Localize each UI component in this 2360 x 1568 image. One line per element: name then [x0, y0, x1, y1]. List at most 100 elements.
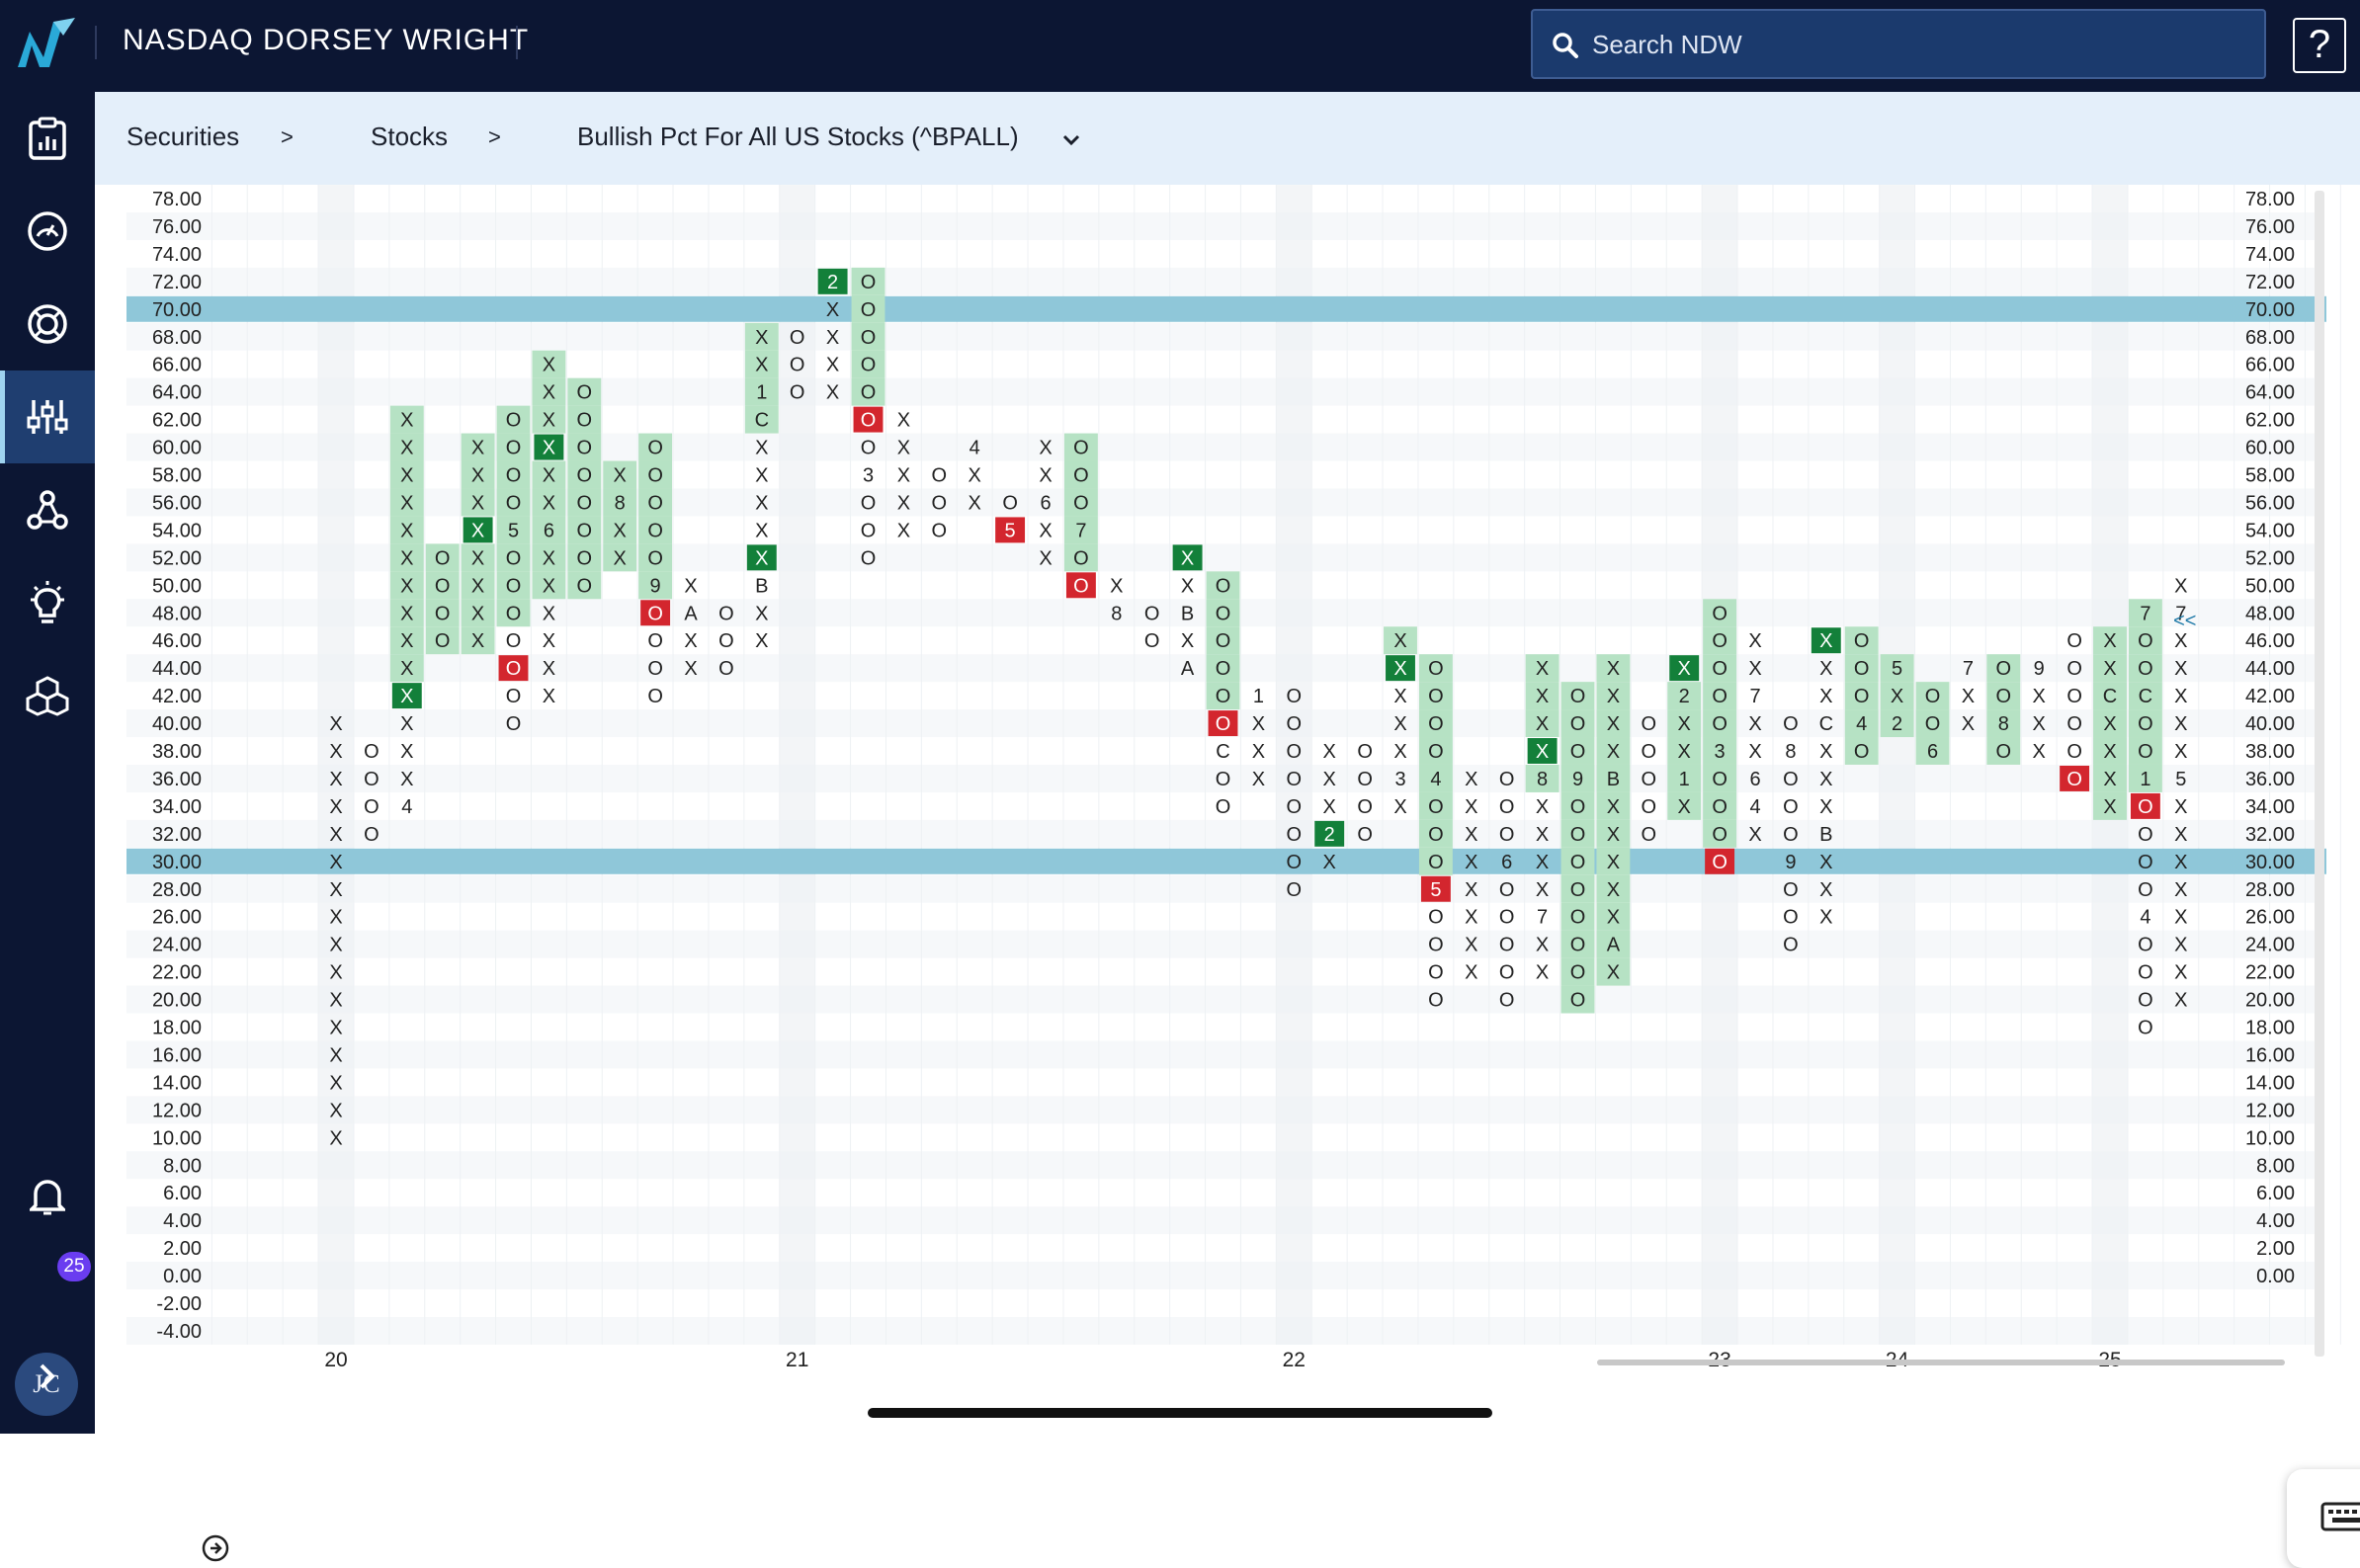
pnf-box-fill	[1880, 709, 1914, 738]
pnf-box: O	[1144, 603, 1160, 624]
y-tick-label: 20.00	[152, 990, 202, 1012]
lightbulb-icon	[31, 581, 64, 623]
pnf-box: X	[1393, 796, 1406, 818]
pnf-box: O	[1854, 741, 1870, 763]
pnf-box: 1	[1253, 686, 1264, 707]
pnf-box: O	[1783, 713, 1799, 735]
pnf-box: O	[1996, 686, 2012, 707]
pnf-box: O	[1570, 796, 1586, 818]
pnf-box: O	[790, 327, 805, 349]
ndw-logo-icon[interactable]	[14, 14, 79, 71]
expand-sidebar-button[interactable]	[0, 1339, 95, 1414]
pnf-box-fill	[2128, 709, 2162, 738]
pnf-box-fill	[389, 626, 424, 655]
pnf-box-fill	[1560, 847, 1595, 875]
pnf-box-fill	[1596, 682, 1631, 710]
pnf-box: X	[400, 520, 413, 541]
pnf-box: O	[1428, 962, 1444, 984]
pnf-box: X	[614, 520, 627, 541]
pnf-box-fill	[1880, 682, 1914, 710]
pnf-box: O	[861, 520, 877, 541]
pnf-box: X	[1962, 713, 1975, 735]
pnf-box-fill	[425, 543, 460, 572]
pnf-box-fill	[2128, 626, 2162, 655]
pnf-box: X	[329, 879, 342, 901]
pnf-box: X	[2103, 713, 2116, 735]
pnf-box-fill	[2128, 682, 2162, 710]
breadcrumb-securities[interactable]: Securities	[126, 122, 240, 151]
pnf-box-fill	[2128, 654, 2162, 683]
notifications-button[interactable]	[0, 1149, 95, 1242]
pnf-box-fill	[1844, 709, 1879, 738]
pnf-box: O	[1783, 879, 1799, 901]
pnf-box: X	[400, 575, 413, 597]
pnf-box: X	[1393, 630, 1406, 652]
right-tick-label: 70.00	[2245, 299, 2295, 321]
y-tick-label: 50.00	[152, 575, 202, 597]
pnf-box-fill	[1206, 654, 1240, 683]
pnf-box: X	[2174, 658, 2187, 680]
pnf-box: 7	[1749, 686, 1760, 707]
sidebar-item-charts[interactable]	[0, 371, 95, 463]
sidebar-item-network[interactable]	[0, 463, 95, 556]
pnf-box: X	[543, 547, 555, 569]
right-tick-label: 66.00	[2245, 355, 2295, 376]
pnf-box: X	[471, 630, 484, 652]
chevron-down-icon[interactable]	[1061, 133, 1081, 147]
sidebar-item-dashboard[interactable]	[0, 185, 95, 278]
sidebar-item-focus[interactable]	[0, 278, 95, 371]
help-button[interactable]: ?	[2293, 18, 2346, 73]
pnf-box: X	[543, 603, 555, 624]
sidebar-item-models[interactable]	[0, 649, 95, 742]
y-tick-label: 26.00	[152, 907, 202, 929]
pnf-box: 8	[1785, 741, 1796, 763]
pnf-box: O	[1712, 713, 1728, 735]
pnf-box-fill	[567, 405, 602, 434]
pnf-box: O	[1783, 769, 1799, 790]
right-tick-label: 22.00	[2245, 962, 2295, 984]
pnf-box-fill	[1063, 516, 1098, 544]
pnf-box: X	[1607, 741, 1620, 763]
y-tick-label: 66.00	[152, 355, 202, 376]
pnf-chart[interactable]: 78.0076.0074.0072.0070.0068.0066.0064.00…	[95, 185, 2360, 1434]
pnf-box-fill	[603, 543, 637, 572]
pnf-box-fill	[461, 433, 495, 461]
pnf-box: O	[1287, 824, 1303, 846]
pnf-box-fill	[1667, 791, 1702, 820]
pnf-box: X	[1819, 852, 1832, 873]
search-box[interactable]	[1531, 9, 2266, 79]
pnf-box-fill	[567, 516, 602, 544]
pnf-box-fill	[2093, 682, 2127, 710]
pnf-box: O	[1925, 713, 1941, 735]
y-tick-label: 44.00	[152, 658, 202, 680]
pnf-box: X	[1536, 658, 1549, 680]
pnf-box: O	[647, 603, 663, 624]
pnf-box-fill	[1418, 847, 1453, 875]
grid-row	[126, 819, 2315, 848]
right-tick-label: 78.00	[2245, 189, 2295, 210]
pnf-box: O	[1712, 824, 1728, 846]
pnf-box-fill	[567, 377, 602, 406]
right-tick-label: 54.00	[2245, 520, 2295, 541]
pnf-box: X	[897, 438, 910, 459]
network-icon	[27, 490, 68, 530]
breadcrumb-current[interactable]: Bullish Pct For All US Stocks (^BPALL)	[577, 122, 1019, 151]
pnf-box: O	[2066, 686, 2082, 707]
search-input[interactable]	[1592, 23, 2244, 66]
pnf-box: X	[1181, 547, 1194, 569]
expand-chart-icon[interactable]	[198, 1530, 233, 1566]
target-icon	[28, 304, 67, 344]
keyboard-button[interactable]	[2287, 1469, 2360, 1568]
pnf-box-fill	[1525, 682, 1559, 710]
pnf-box: X	[826, 327, 839, 349]
right-tick-label: 36.00	[2245, 769, 2295, 790]
pnf-box: X	[329, 796, 342, 818]
breadcrumb-stocks[interactable]: Stocks	[371, 122, 449, 151]
grid-row	[126, 433, 2315, 461]
sidebar-item-ideas[interactable]	[0, 556, 95, 649]
y-tick-label: 64.00	[152, 382, 202, 404]
pnf-chart-area[interactable]: 78.00 76.00 74.00 72.00 70.00 68.00 66.00 64.00…	[95, 185, 2360, 1568]
pnf-box: O	[1357, 824, 1373, 846]
pnf-box: X	[897, 492, 910, 514]
sidebar-item-reports[interactable]	[0, 92, 95, 185]
